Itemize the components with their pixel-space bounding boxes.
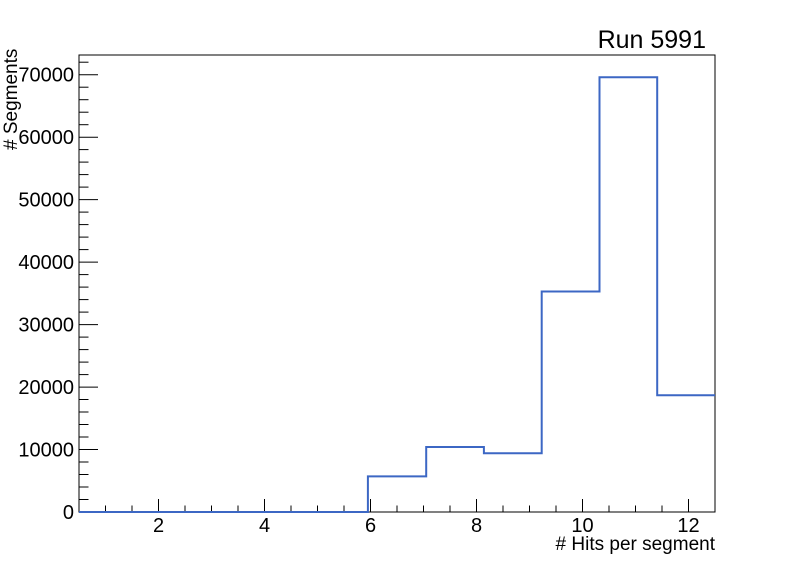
x-axis-title: # Hits per segment bbox=[556, 534, 716, 555]
x-tick-label: 6 bbox=[365, 515, 376, 537]
x-tick-label: 10 bbox=[571, 515, 593, 537]
histogram-line bbox=[79, 76, 715, 513]
y-tick-label: 10000 bbox=[18, 440, 74, 462]
y-tick-label: 60000 bbox=[18, 127, 74, 149]
x-tick-label: 4 bbox=[259, 515, 270, 537]
y-tick-label: 30000 bbox=[18, 315, 74, 337]
y-tick-label: 0 bbox=[63, 502, 74, 524]
x-tick-label: 2 bbox=[153, 515, 164, 537]
chart-title: Run 5991 bbox=[598, 26, 706, 54]
x-tick-label: 8 bbox=[471, 515, 482, 537]
y-tick-label: 40000 bbox=[18, 252, 74, 274]
y-tick-label: 20000 bbox=[18, 377, 74, 399]
y-axis-title: # Segments bbox=[1, 49, 22, 150]
y-tick-label: 50000 bbox=[18, 190, 74, 212]
plot-frame bbox=[78, 54, 716, 513]
y-tick-label: 70000 bbox=[18, 65, 74, 87]
x-tick-label: 12 bbox=[677, 515, 699, 537]
plot-generated-layer: 2 4 6 8 10 12 0 10000 20000 30000 40000 50000 60000 7… bbox=[18, 54, 716, 537]
